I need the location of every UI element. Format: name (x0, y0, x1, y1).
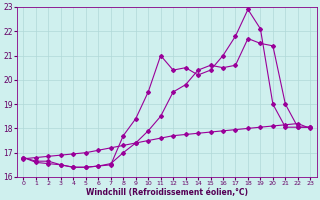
X-axis label: Windchill (Refroidissement éolien,°C): Windchill (Refroidissement éolien,°C) (86, 188, 248, 197)
